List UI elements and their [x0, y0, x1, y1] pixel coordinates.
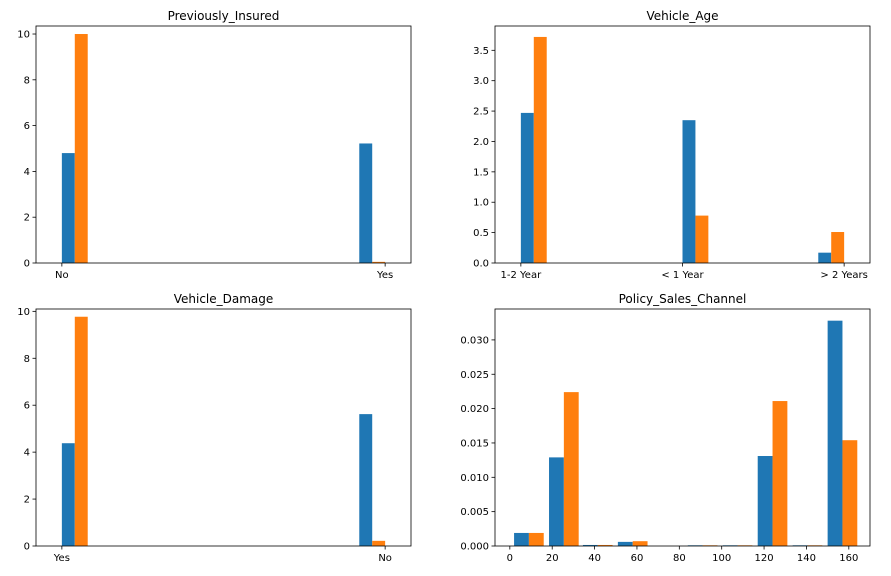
y-tick-label: 0.0 — [473, 259, 489, 270]
y-tick-label: 4 — [24, 448, 30, 459]
y-tick-label: 0.010 — [460, 473, 489, 484]
y-tick-label: 2.5 — [473, 107, 489, 118]
bar-series-1 — [359, 414, 373, 546]
bar-series-2 — [74, 316, 88, 546]
y-tick-label: 0 — [24, 542, 30, 553]
y-tick-label: 0.020 — [460, 404, 489, 415]
y-tick-label: 0.015 — [460, 438, 489, 449]
y-tick-label: 2.0 — [473, 137, 489, 148]
y-tick-label: 6 — [24, 401, 30, 412]
x-tick-label: Yes — [376, 270, 393, 281]
bar-series-1 — [827, 320, 843, 546]
y-tick-label: 0.5 — [473, 228, 489, 239]
x-tick-label: > 2 Years — [820, 270, 867, 281]
x-tick-label: 160 — [839, 553, 858, 564]
subplot-1: No Yes 0 2 4 6 8 10 Previously_Insured — [17, 9, 412, 281]
bar-series-2 — [772, 401, 788, 546]
y-tick-label: 1.0 — [473, 198, 489, 209]
bar-series-1 — [617, 541, 633, 546]
y-tick-label: 10 — [17, 30, 30, 41]
subplot-title: Previously_Insured — [168, 9, 280, 23]
x-tick-label: 120 — [755, 553, 774, 564]
bar-series-1 — [520, 112, 534, 264]
y-tick-label: 0.030 — [460, 335, 489, 346]
y-tick-label: 2 — [24, 213, 30, 224]
y-tick-label: 2 — [24, 495, 30, 506]
subplot-title: Vehicle_Age — [646, 9, 718, 23]
x-tick-label: No — [55, 270, 69, 281]
bar-series-2 — [563, 392, 579, 546]
x-tick-label: 140 — [797, 553, 816, 564]
bar-series-2 — [597, 544, 613, 546]
subplot-3: Yes No 0 2 4 6 8 10 Vehicle_Damage — [17, 292, 412, 564]
bar-series-1 — [61, 153, 75, 263]
x-tick-label: 80 — [673, 553, 686, 564]
x-tick-label: 60 — [631, 553, 644, 564]
y-tick-label: 8 — [24, 354, 30, 365]
x-tick-label: 0 — [507, 553, 513, 564]
y-tick-label: 8 — [24, 75, 30, 86]
y-tick-label: 3.0 — [473, 76, 489, 87]
x-tick-label: < 1 Year — [661, 270, 704, 281]
bar-series-2 — [533, 36, 547, 263]
axes-frame — [494, 308, 871, 547]
subplot-4: 0 20 40 60 80 100 120 140 160 0.000 0.005 0.010 0.01… — [460, 292, 871, 564]
bar-series-2 — [842, 440, 858, 546]
bar-series-1 — [682, 120, 696, 263]
y-tick-label: 3.5 — [473, 46, 489, 57]
bar-series-2 — [632, 541, 648, 546]
bar-series-2 — [74, 34, 88, 264]
y-tick-label: 10 — [17, 307, 30, 318]
y-tick-label: 0.025 — [460, 370, 489, 381]
bar-series-2 — [528, 532, 544, 546]
subplot-title: Policy_Sales_Channel — [619, 292, 747, 306]
bar-series-1 — [757, 456, 773, 546]
axes-frame — [35, 25, 412, 264]
y-tick-label: 4 — [24, 167, 30, 178]
axes-frame — [35, 308, 412, 547]
y-tick-label: 0.000 — [460, 542, 489, 553]
x-tick-label: No — [378, 553, 392, 564]
x-tick-label: Yes — [53, 553, 70, 564]
bar-series-2 — [372, 540, 386, 546]
bar-series-2 — [372, 261, 386, 263]
y-tick-label: 0 — [24, 259, 30, 270]
bar-series-1 — [818, 252, 832, 263]
subplot-2: 1-2 Year < 1 Year > 2 Years 0.0 0.5 1.0 1.5 2.0… — [473, 9, 871, 281]
x-tick-label: 1-2 Year — [501, 270, 543, 281]
y-tick-label: 1.5 — [473, 167, 489, 178]
bar-series-1 — [514, 532, 529, 546]
bar-series-1 — [61, 443, 75, 546]
bar-series-1 — [359, 143, 373, 263]
bar-series-1 — [582, 544, 598, 546]
subplot-title: Vehicle_Damage — [174, 292, 274, 306]
y-tick-label: 0.005 — [460, 507, 489, 518]
x-tick-label: 40 — [588, 553, 601, 564]
bar-series-2 — [831, 232, 845, 263]
x-tick-label: 100 — [712, 553, 731, 564]
bar-series-1 — [549, 457, 564, 546]
bar-series-2 — [695, 215, 709, 263]
y-tick-label: 6 — [24, 121, 30, 132]
x-tick-label: 20 — [546, 553, 559, 564]
